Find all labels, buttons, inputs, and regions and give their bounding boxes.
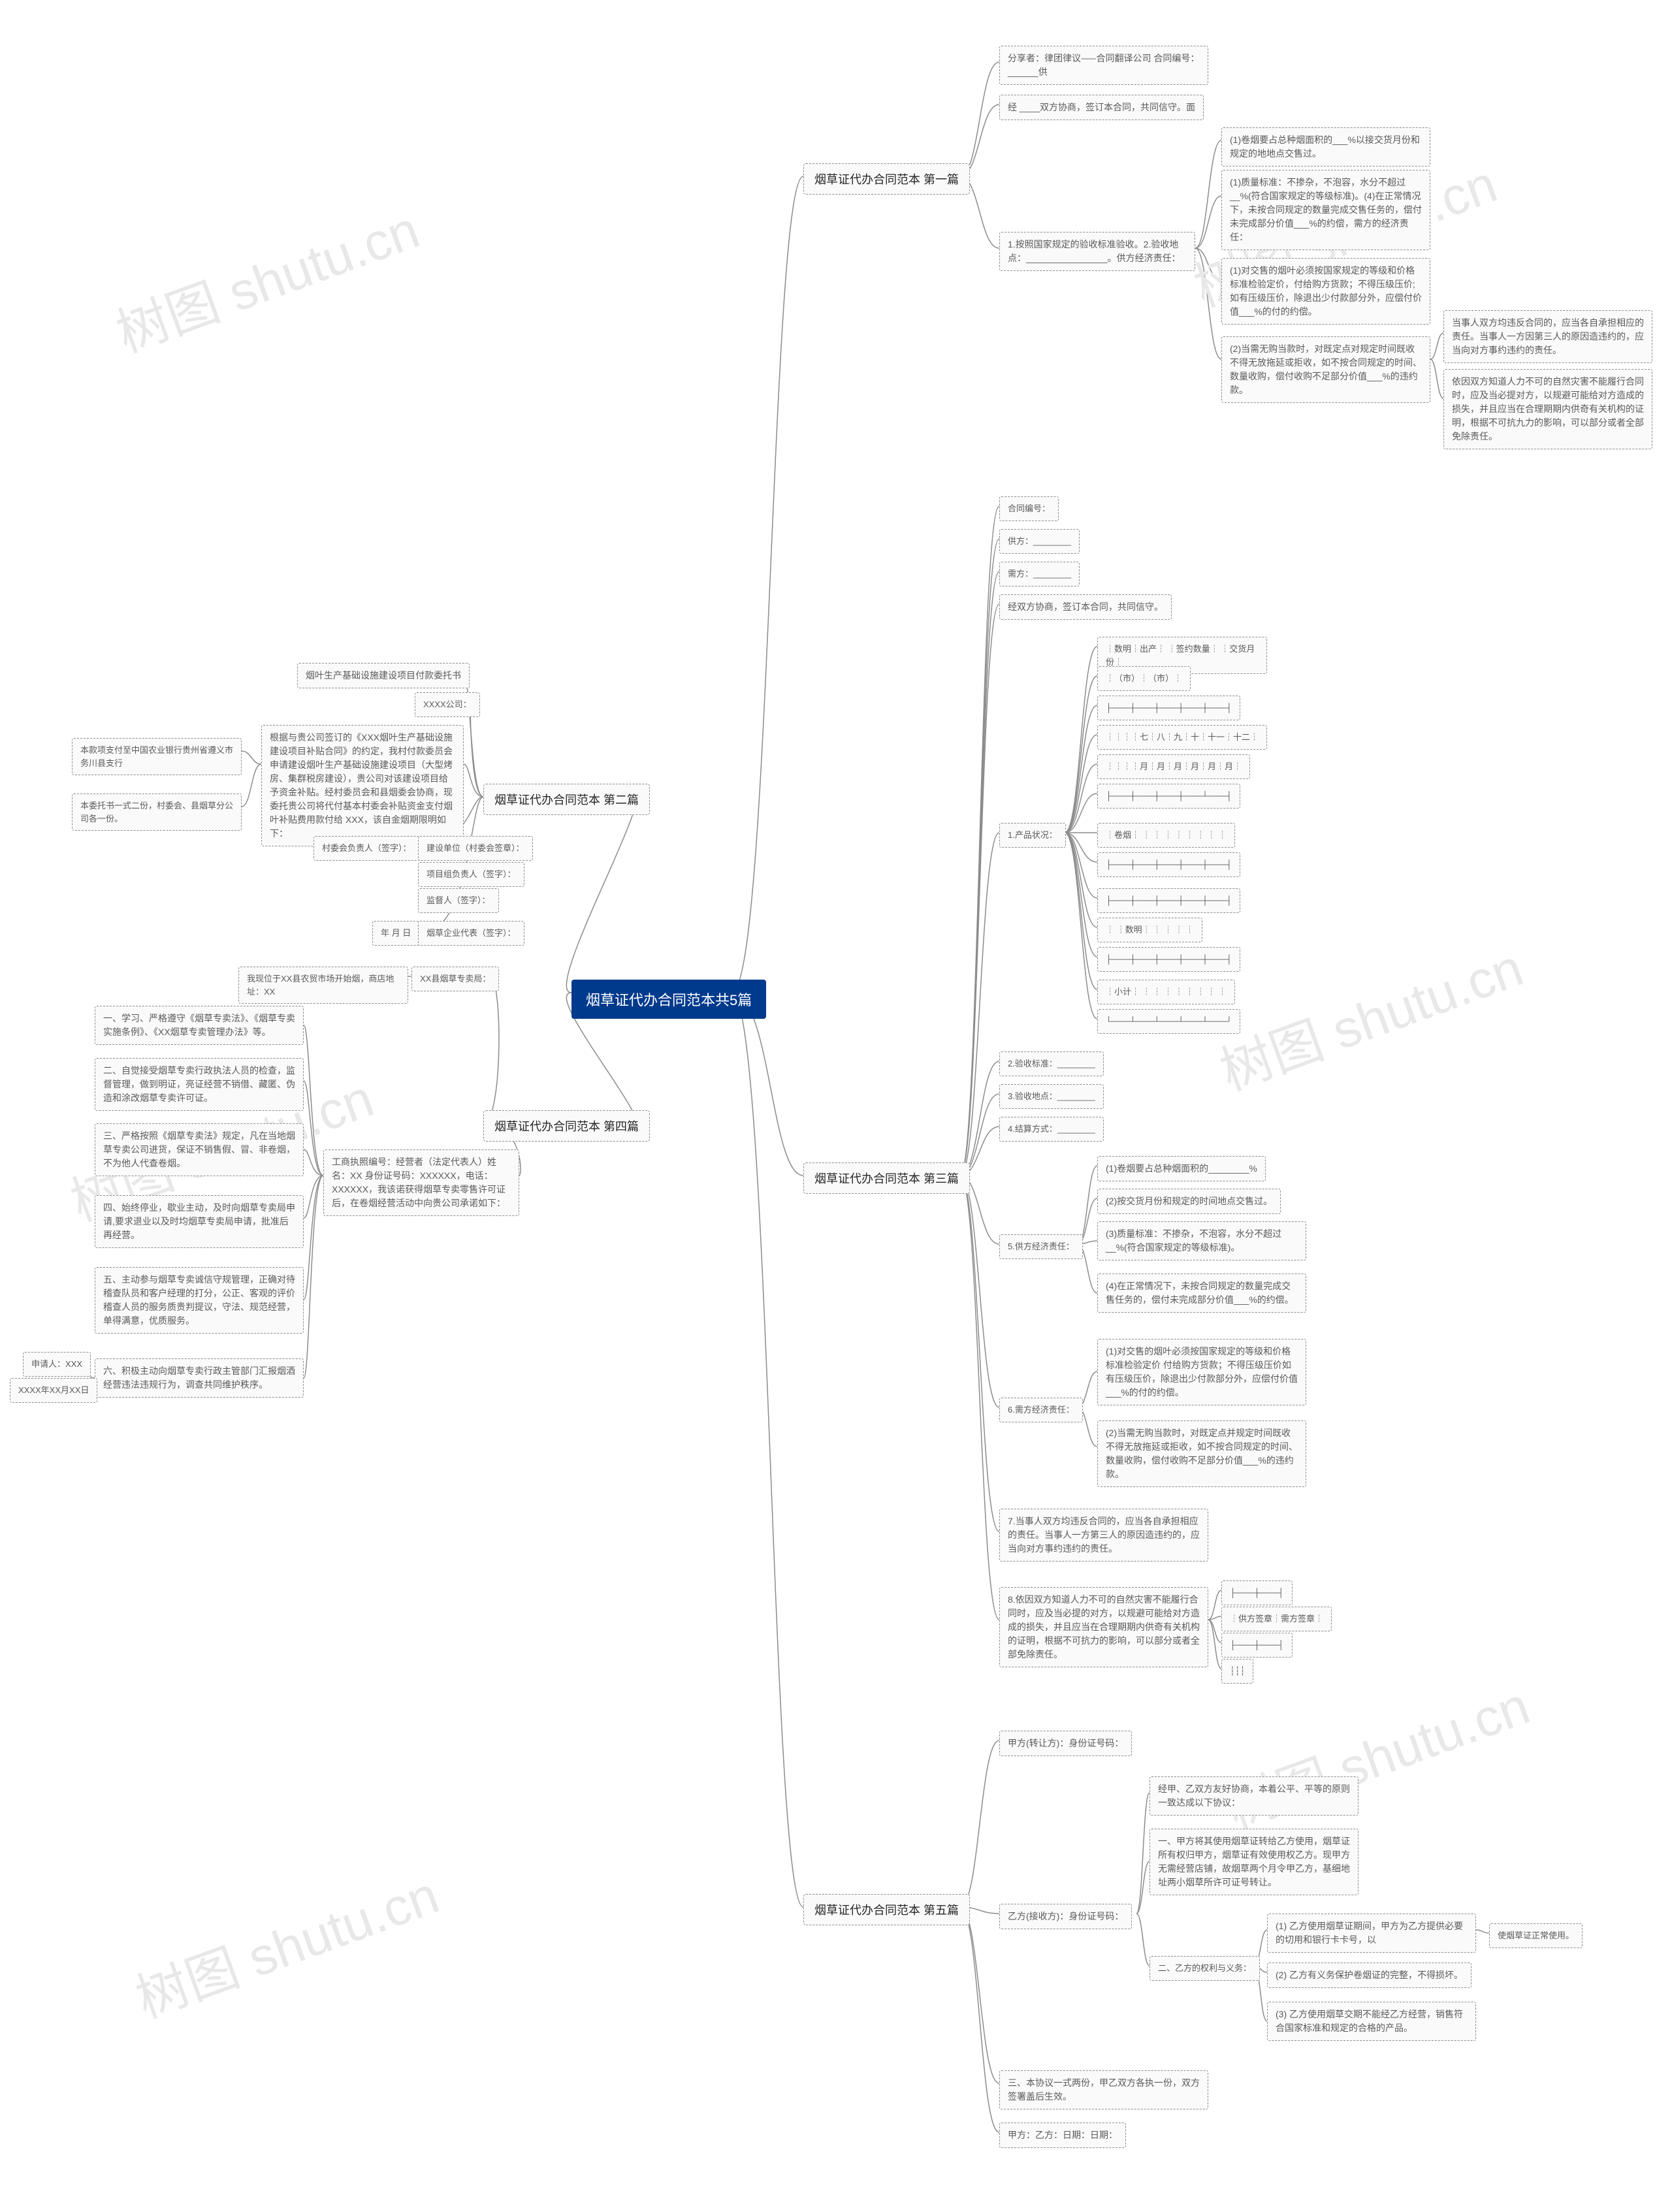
leaf: (2)按交货月份和规定的时间地点交售过。 <box>1097 1189 1281 1214</box>
leaf: 6.需方经济责任： <box>999 1398 1083 1422</box>
leaf: (1)对交售的烟叶必须按国家规定的等级和价格标准检验定价 付给购方货款；不得压级… <box>1097 1339 1306 1405</box>
leaf: XXXX年XX月XX日 <box>10 1378 97 1403</box>
leaf: 1.按照国家规定的验收标准验收。2.验收地点：________________。… <box>999 232 1195 271</box>
leaf: 当事人双方均违反合同的，应当各自承担相应的责任。当事人一方因第三人的原因造违约的… <box>1443 310 1652 363</box>
leaf: 合同编号： <box>999 496 1059 521</box>
leaf: ├───┼───┤ <box>1221 1580 1293 1605</box>
leaf: 8.依因双方知道人力不可的自然灾害不能履行合同时，应及当必提的对方，以规避可能给… <box>999 1587 1208 1667</box>
leaf: (2)当需无购当款时，对既定点对规定时间既收不得无放拖延或拒收，如不按合同规定的… <box>1221 336 1430 403</box>
leaf: (2) 乙方有义务保护卷烟证的完整，不得损坏。 <box>1267 1963 1471 1988</box>
leaf: XX县烟草专卖局： <box>411 967 499 991</box>
leaf: (1)质量标准：不掺杂，不泡容，水分不超过__%(符合国家规定的等级标准)。(4… <box>1221 170 1430 250</box>
leaf: ├───┼───┤ <box>1221 1633 1293 1658</box>
leaf: 根据与贵公司签订的《XXX烟叶生产基础设施建设项目补贴合同》的约定，我村付款委员… <box>261 725 464 846</box>
root-node: 烟草证代办合同范本共5篇 <box>571 980 766 1019</box>
leaf: 甲方(转让方)：身份证号码： <box>999 1731 1132 1756</box>
leaf: 申请人：XXX <box>23 1352 91 1377</box>
leaf: 二、乙方的权利与义务： <box>1150 1956 1260 1981</box>
leaf: ┆┆┆┆月┆月┆月┆月┆月┆月┆ <box>1097 754 1250 779</box>
leaf: 需方：________ <box>999 562 1080 586</box>
leaf: └───┴───┴───┴───┴───┘ <box>1097 1009 1240 1034</box>
leaf: 1.产品状况： <box>999 823 1066 848</box>
branch-1: 烟草证代办合同范本 第一篇 <box>803 163 970 195</box>
leaf: 甲方：乙方：日期：日期： <box>999 2123 1126 2148</box>
leaf: 村委会负责人（签字）： <box>314 836 420 861</box>
leaf: 五、主动参与烟草专卖诚信守规管理，正确对待稽查队员和客户经理的打分，公正、客观的… <box>95 1267 304 1334</box>
leaf: 本款项支付至中国农业银行贵州省遵义市务川县支行 <box>72 738 242 775</box>
leaf: 经 ____双方协商，签订本合同，共同信守。面 <box>999 95 1204 120</box>
leaf: (3)质量标准：不掺杂，不泡容，水分不超过__%(符合国家规定的等级标准)。 <box>1097 1221 1306 1260</box>
watermark: 树图 shutu.cn <box>1208 926 1532 1106</box>
leaf: 年 月 日 <box>372 921 419 946</box>
leaf: 四、始终停业，歇业主动，及时向烟草专卖局申请,要求退业以及时均烟草专卖局申请，批… <box>95 1195 304 1248</box>
leaf: 我现位于XX县农贸市场开始烟，商店地址：XX <box>238 967 408 1004</box>
leaf: (1)卷烟要占总种烟面积的________% <box>1097 1156 1266 1181</box>
leaf: ┆ ┆数明┆ ┆ ┆ ┆ ┆ <box>1097 918 1202 942</box>
leaf: ├───┼───┼───┼───┼───┤ <box>1097 888 1240 913</box>
leaf: 乙方(接收方)：身份证号码： <box>999 1904 1132 1929</box>
leaf: 项目组负责人（签字）： <box>418 862 524 887</box>
leaf: 分享者：律团律议⸺合同翻译公司 合同编号：______供 <box>999 46 1208 85</box>
leaf: 5.供方经济责任： <box>999 1234 1083 1259</box>
leaf: 三、本协议一式两份，甲乙双方各执一份，双方签署盖后生效。 <box>999 2070 1208 2109</box>
leaf: ├───┼───┼───┼───┼───┤ <box>1097 947 1240 972</box>
leaf: ┆（市）┆（市）┆ <box>1097 666 1191 691</box>
watermark: 树图 shutu.cn <box>104 188 428 368</box>
leaf: 二、自觉接受烟草专卖行政执法人员的检查，监督管理，做到明证，亮证经营不销借、藏匿… <box>95 1058 304 1111</box>
leaf: ┆供方签章┆需方签章┆ <box>1221 1607 1332 1631</box>
leaf: 工商执照编号：经营者（法定代表人）姓名：XX 身份证号码：XXXXXX，电话：X… <box>323 1149 519 1216</box>
branch-2: 烟草证代办合同范本 第二篇 <box>483 784 650 815</box>
watermark: 树图 shutu.cn <box>124 1853 447 2033</box>
leaf: ├───┼───┼───┼───┴───┤ <box>1097 784 1240 809</box>
leaf: (2)当需无购当款时，对既定点并规定时间既收不得无放拖延或拒收，如不按合同规定的… <box>1097 1420 1306 1487</box>
leaf: 建设单位（村委会签章）： <box>418 836 533 861</box>
leaf: (3) 乙方使用烟草交期不能经乙方经营，销售符合国家标准和规定的合格的产品。 <box>1267 2002 1476 2041</box>
leaf: 一、甲方将其使用烟草证转给乙方使用，烟草证所有权归甲方，烟草证有效使用权乙方。现… <box>1150 1829 1358 1895</box>
leaf: 一、学习、严格遵守《烟草专卖法》、《烟草专卖实施条例》、《XX烟草专卖管理办法》… <box>95 1006 304 1045</box>
leaf: ┆┆┆┆七┆八┆九┆十┆十一┆十二┆ <box>1097 725 1267 750</box>
leaf: (1) 乙方使用烟草证期间，甲方为乙方提供必要的切用和银行卡卡号，以 <box>1267 1914 1476 1953</box>
leaf: 4.结算方式：________ <box>999 1117 1104 1142</box>
leaf: 3.验收地点：________ <box>999 1084 1104 1109</box>
leaf: XXXX公司： <box>415 692 480 717</box>
leaf: 六、积极主动向烟草专卖行政主管部门汇报烟酒经营违法违规行为，调查共同维护秩序。 <box>95 1358 304 1398</box>
leaf: 依因双方知道人力不可的自然灾害不能履行合同时，应及当必提对方，以规避可能给对方造… <box>1443 369 1652 449</box>
watermark: 树图 shutu.cn <box>1215 1664 1538 1844</box>
leaf: (4)在正常情况下，未按合同规定的数量完成交售任务的，偿付未完成部分价值___%… <box>1097 1274 1306 1313</box>
leaf: 三、严格按照《烟草专卖法》规定，凡在当地烟草专卖公司进货，保证不销售假、冒、非卷… <box>95 1123 304 1176</box>
leaf: 经双方协商，签订本合同，共同信守。 <box>999 594 1172 620</box>
branch-4: 烟草证代办合同范本 第四篇 <box>483 1110 650 1142</box>
leaf: 2.验收标准：________ <box>999 1051 1104 1076</box>
leaf: ┆┆┆ <box>1221 1659 1253 1684</box>
leaf: 本委托书一式二份，村委会、县烟草分公司各一份。 <box>72 793 242 831</box>
leaf: ┆卷烟┆ ┆ ┆ ┆ ┆ ┆ ┆ ┆ ┆ <box>1097 823 1235 848</box>
leaf: ├───┼───┼───┼───┼───┤ <box>1097 696 1240 720</box>
leaf: 7.当事人双方均违反合同的，应当各自承担相应的责任。当事人一方第三人的原因造违约… <box>999 1509 1208 1562</box>
branch-3: 烟草证代办合同范本 第三篇 <box>803 1162 970 1194</box>
leaf: 供方：________ <box>999 529 1080 554</box>
leaf: 烟叶生产基础设施建设项目付款委托书 <box>297 663 470 688</box>
branch-5: 烟草证代办合同范本 第五篇 <box>803 1894 970 1925</box>
leaf: ├───┼───┼───┼───┼───┤ <box>1097 852 1240 877</box>
leaf: 经甲、乙双方友好协商，本着公平、平等的原则一致达成以下协议： <box>1150 1776 1358 1816</box>
leaf: 监督人（签字）： <box>418 888 499 913</box>
leaf: (1)对交售的烟叶必须按国家规定的等级和价格标准检验定价，付给购方货款；不得压级… <box>1221 258 1430 325</box>
leaf: (1)卷烟要占总种烟面积的___%以接交货月份和规定的地地点交售过。 <box>1221 127 1430 167</box>
leaf: 烟草企业代表（签字）： <box>418 921 524 946</box>
leaf: ┆小计┆ ┆ ┆ ┆ ┆ ┆ ┆ ┆ ┆ <box>1097 980 1235 1004</box>
leaf: 使烟草证正常使用。 <box>1489 1923 1583 1948</box>
